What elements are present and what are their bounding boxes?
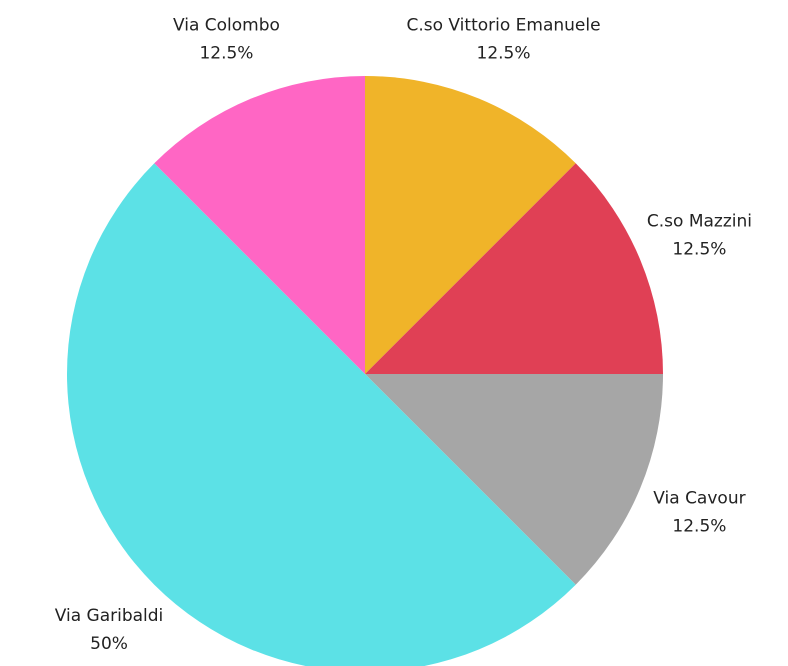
pie-slice bbox=[365, 163, 663, 374]
slice-label: C.so Mazzini bbox=[647, 211, 752, 231]
slice-label: Via Cavour bbox=[653, 489, 745, 509]
slice-value-label: 12.5% bbox=[477, 44, 531, 64]
slice-label: Via Colombo bbox=[173, 16, 280, 36]
slice-value-label: 12.5% bbox=[672, 239, 726, 259]
pie-slice bbox=[365, 76, 576, 374]
slice-value-label: 50% bbox=[90, 634, 128, 654]
pie-slice bbox=[365, 374, 663, 585]
slice-value-label: 12.5% bbox=[199, 44, 253, 64]
slice-label: Via Garibaldi bbox=[55, 606, 164, 626]
slice-value-label: 12.5% bbox=[672, 517, 726, 537]
pie-slice bbox=[154, 76, 365, 374]
pie-slice bbox=[67, 163, 576, 666]
slice-label: C.so Vittorio Emanuele bbox=[406, 16, 600, 36]
